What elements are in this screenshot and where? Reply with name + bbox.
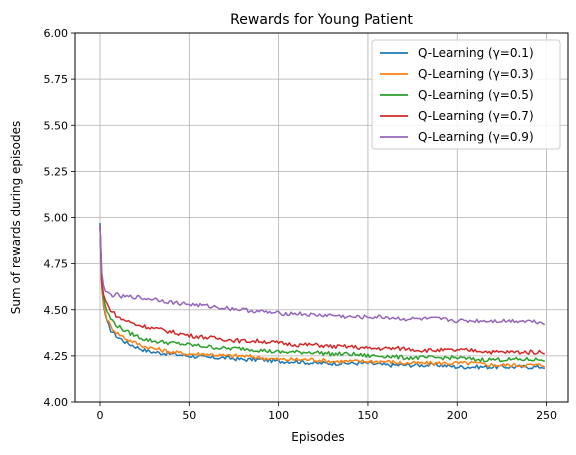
series-line-2 <box>99 224 546 368</box>
legend-label: Q-Learning (γ=0.1) <box>418 46 534 60</box>
legend-box <box>371 39 561 150</box>
x-axis-label: Episodes <box>291 430 344 444</box>
x-tick-label: 150 <box>357 409 378 422</box>
y-tick-label: 4.75 <box>44 258 69 271</box>
x-tick-label: 250 <box>536 409 557 422</box>
y-tick-label: 4.00 <box>44 396 69 409</box>
axis-ticks: 0 50 100 150 200 250 4.00 4.25 4.50 4.75 5.00 5.25 5… <box>44 27 558 422</box>
y-tick-label: 4.25 <box>44 350 69 363</box>
legend-label: Q-Learning (γ=0.9) <box>418 130 534 144</box>
series-line-5 <box>99 224 546 326</box>
series-line-4 <box>99 226 546 355</box>
y-axis-label: Sum of rewards during episodes <box>9 121 23 314</box>
legend-label: Q-Learning (γ=0.3) <box>418 67 534 81</box>
series-lines <box>99 222 546 370</box>
series-line-3 <box>99 224 546 363</box>
y-tick-label: 6.00 <box>44 27 69 40</box>
y-tick-label: 5.25 <box>44 165 69 178</box>
x-tick-label: 200 <box>447 409 468 422</box>
legend-label: Q-Learning (γ=0.5) <box>418 88 534 102</box>
y-tick-label: 5.50 <box>44 119 69 132</box>
y-tick-label: 5.00 <box>44 212 69 225</box>
chart-title: Rewards for Young Patient <box>230 12 413 28</box>
legend: Q-Learning (γ=0.1) Q-Learning (γ=0.3) Q-Le… <box>371 39 561 150</box>
legend-label: Q-Learning (γ=0.7) <box>418 109 534 123</box>
y-tick-label: 5.75 <box>44 73 69 86</box>
y-tick-label: 4.50 <box>44 304 69 317</box>
x-tick-label: 0 <box>97 409 104 422</box>
x-tick-label: 50 <box>182 409 196 422</box>
x-tick-label: 100 <box>268 409 289 422</box>
